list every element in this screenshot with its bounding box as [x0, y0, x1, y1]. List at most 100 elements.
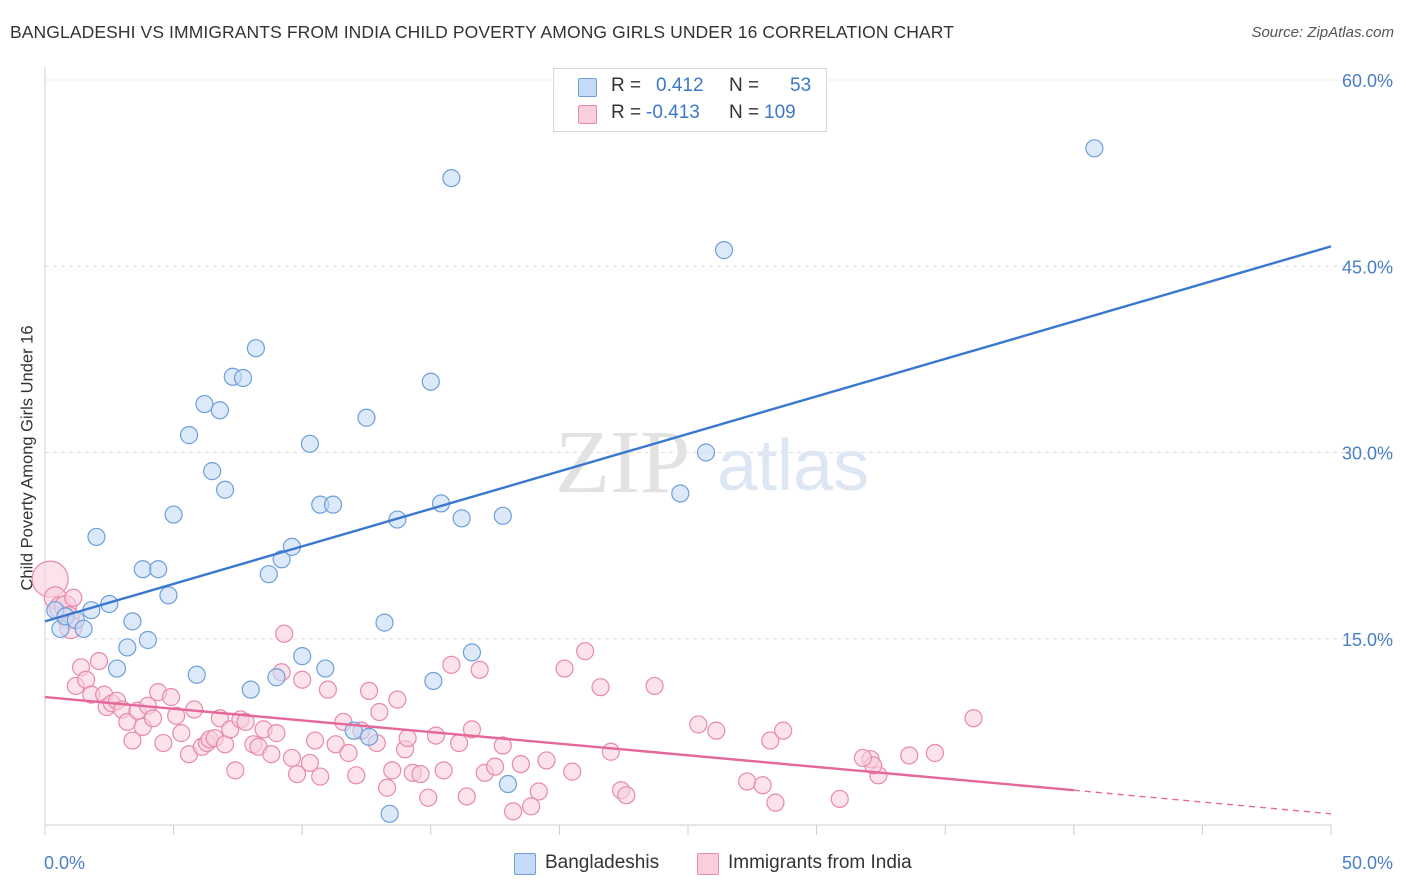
x-tick-label: 50.0%: [1342, 853, 1393, 873]
bangladeshi-point: [421, 372, 440, 391]
india-point: [287, 764, 307, 784]
india-point: [707, 721, 726, 740]
india-point: [738, 772, 757, 791]
bangladeshi-point: [424, 671, 443, 691]
india-point: [359, 681, 379, 701]
legend-swatch-pink: [697, 853, 719, 875]
trend-lines: [44, 245, 1332, 815]
india-point: [449, 733, 469, 753]
legend-label: Immigrants from India: [728, 852, 912, 873]
y-tick-label: 15.0%: [1342, 630, 1393, 650]
india-point: [411, 764, 430, 784]
legend-row-bangladeshis: R = 0.412 N = 53: [554, 74, 826, 100]
bangladeshi-point: [246, 339, 266, 358]
india-point: [900, 746, 919, 765]
bangladeshi-point: [1085, 139, 1104, 158]
bangladeshi-point: [215, 480, 235, 499]
bangladeshi-point: [359, 727, 379, 746]
correlation-legend: R = 0.412 N = 53 R = -0.413 N = 109: [553, 68, 827, 132]
legend-n-label: N =: [729, 102, 765, 123]
source-credit: Source: ZipAtlas.com: [1251, 24, 1394, 41]
watermark-atlas: atlas: [717, 426, 869, 506]
bangladeshi-point: [87, 527, 106, 547]
india-point: [504, 802, 523, 821]
india-point: [617, 786, 636, 805]
india-point: [563, 762, 582, 781]
bangladeshi-point: [300, 434, 320, 453]
trend-line-india: [44, 695, 1074, 792]
bangladeshi-point: [442, 168, 461, 188]
india-point: [522, 797, 541, 816]
x-tick-label: 0.0%: [44, 853, 85, 873]
india-point: [262, 745, 281, 764]
bangladeshi-point: [164, 505, 183, 524]
india-point: [167, 706, 186, 725]
watermark: ZIP atlas: [555, 413, 869, 512]
india-point: [370, 702, 389, 722]
bangladeshi-point: [241, 680, 260, 699]
india-point: [426, 726, 446, 745]
legend-swatch-blue: [578, 78, 597, 97]
india-point: [398, 728, 417, 748]
bangladeshi-point: [293, 647, 312, 666]
india-point: [555, 659, 574, 678]
india-point: [529, 782, 548, 801]
india-point: [300, 753, 320, 773]
bangladeshi-point: [187, 665, 206, 684]
bangladeshi-point: [714, 241, 734, 260]
india-point: [462, 720, 482, 739]
india-point: [293, 670, 312, 689]
india-point: [774, 721, 793, 740]
y-tick-label: 30.0%: [1342, 444, 1393, 464]
bangladeshi-point: [357, 408, 376, 427]
trend-line-india-extension: [1073, 789, 1332, 815]
india-point: [830, 789, 849, 809]
india-point: [689, 715, 708, 734]
india-point: [143, 709, 163, 728]
bangladeshi-point: [74, 619, 93, 638]
legend-n-value: 109: [764, 102, 796, 123]
india-point: [305, 731, 325, 750]
trend-line-bangladeshis: [44, 245, 1332, 623]
bangladeshi-point: [375, 613, 394, 632]
bangladeshi-point: [133, 560, 152, 579]
legend-row-india: R = -0.413 N = 109: [554, 101, 826, 127]
bangladeshi-point: [195, 394, 214, 414]
bangladeshi-point: [107, 659, 127, 678]
bangladeshi-point: [671, 484, 690, 503]
legend-label: Bangladeshis: [545, 852, 660, 873]
bangladeshi-point: [118, 638, 137, 657]
india-point: [853, 748, 872, 768]
legend-swatch-blue: [514, 853, 536, 875]
india-point: [161, 688, 181, 707]
y-tick-label: 45.0%: [1342, 257, 1393, 277]
legend-r-value: 0.412: [656, 75, 704, 96]
india-point: [377, 778, 397, 797]
india-point: [434, 761, 453, 780]
tick-labels: 15.0% 30.0% 45.0% 60.0% 0.0% 50.0%: [44, 71, 1393, 873]
legend-r-label: R =: [611, 75, 647, 96]
india-point: [275, 624, 294, 643]
india-point: [311, 767, 330, 786]
india-point: [537, 751, 556, 770]
india-point: [267, 724, 286, 743]
bangladeshi-point: [267, 668, 286, 687]
india-point: [576, 642, 595, 661]
bangladeshi-point: [123, 612, 142, 631]
india-point: [282, 748, 302, 768]
india-point: [326, 735, 345, 754]
india-point: [493, 736, 512, 755]
bangladeshi-point: [259, 565, 278, 584]
india-point: [388, 690, 407, 709]
y-tick-label: 60.0%: [1342, 71, 1393, 91]
india-point: [925, 743, 945, 763]
bangladeshi-point: [323, 495, 343, 514]
axes: [44, 67, 1332, 835]
bangladeshi-point: [203, 462, 222, 481]
india-point: [318, 680, 338, 699]
india-point: [123, 731, 142, 750]
india-point: [442, 655, 461, 674]
india-point: [457, 787, 476, 806]
india-point: [64, 588, 83, 607]
series-legend: Bangladeshis Immigrants from India: [0, 850, 1406, 880]
